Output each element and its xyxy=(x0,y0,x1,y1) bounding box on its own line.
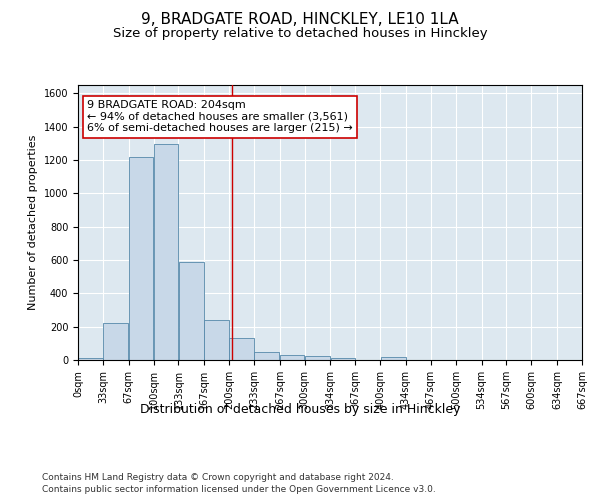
Bar xyxy=(205,320,229,360)
Bar xyxy=(179,262,204,360)
Bar xyxy=(78,358,103,360)
Y-axis label: Number of detached properties: Number of detached properties xyxy=(28,135,38,310)
Bar xyxy=(254,352,280,360)
Bar xyxy=(154,144,178,360)
Bar xyxy=(380,357,406,360)
Text: Contains HM Land Registry data © Crown copyright and database right 2024.: Contains HM Land Registry data © Crown c… xyxy=(42,472,394,482)
Text: Distribution of detached houses by size in Hinckley: Distribution of detached houses by size … xyxy=(140,402,460,415)
Bar xyxy=(305,356,330,360)
Bar xyxy=(103,324,128,360)
Bar xyxy=(331,358,355,360)
Text: Contains public sector information licensed under the Open Government Licence v3: Contains public sector information licen… xyxy=(42,485,436,494)
Text: 9 BRADGATE ROAD: 204sqm
← 94% of detached houses are smaller (3,561)
6% of semi-: 9 BRADGATE ROAD: 204sqm ← 94% of detache… xyxy=(87,100,353,133)
Text: Size of property relative to detached houses in Hinckley: Size of property relative to detached ho… xyxy=(113,28,487,40)
Bar xyxy=(129,156,154,360)
Bar xyxy=(229,338,254,360)
Text: 9, BRADGATE ROAD, HINCKLEY, LE10 1LA: 9, BRADGATE ROAD, HINCKLEY, LE10 1LA xyxy=(141,12,459,28)
Bar xyxy=(280,355,304,360)
